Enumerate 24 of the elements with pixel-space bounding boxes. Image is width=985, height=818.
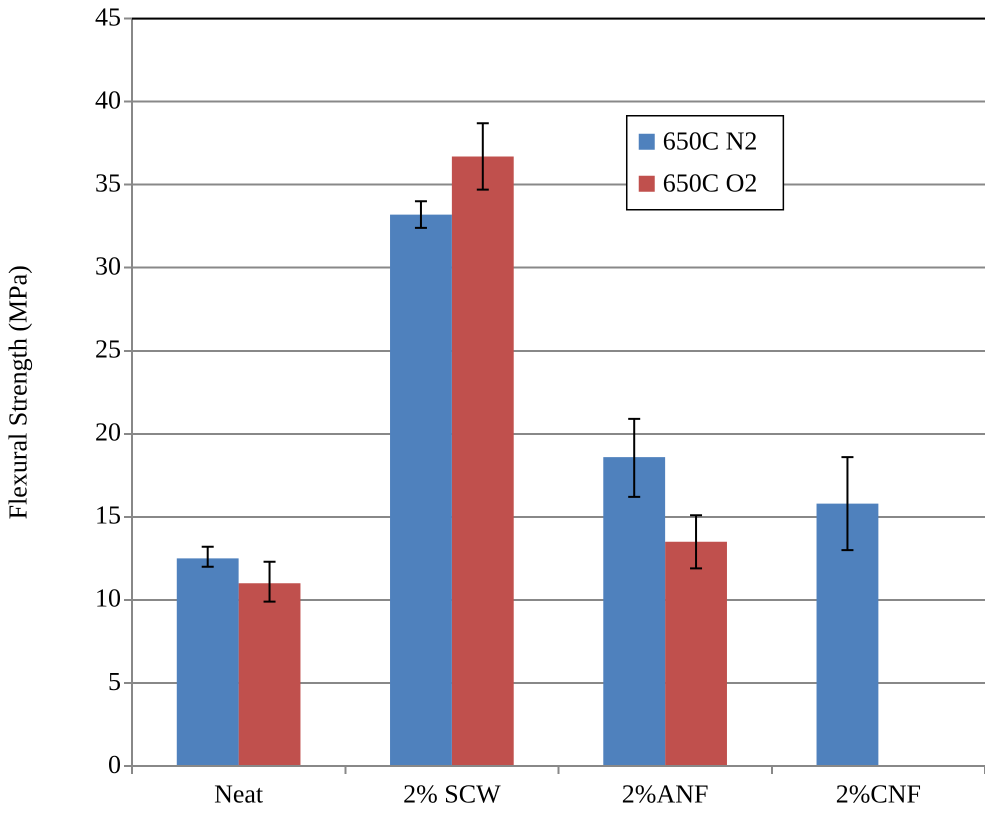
bar (452, 156, 514, 765)
legend-label: 650C N2 (662, 126, 758, 156)
bar (603, 457, 666, 765)
bar (176, 558, 239, 765)
bar (390, 214, 452, 765)
y-tick-label: 5 (108, 666, 121, 696)
y-tick-label: 45 (95, 2, 121, 32)
legend-label: 650C O2 (662, 168, 758, 198)
x-tick-label: 2%CNF (836, 779, 921, 808)
y-tick-label: 15 (95, 500, 121, 530)
x-tick-label: 2%ANF (622, 779, 708, 808)
y-tick-label: 40 (95, 85, 121, 114)
bar (238, 583, 300, 765)
x-tick-label: Neat (214, 779, 264, 808)
y-tick-label: 30 (95, 252, 121, 281)
y-tick-label: 20 (95, 418, 121, 447)
bar (665, 542, 727, 765)
y-tick-label: 10 (95, 584, 121, 613)
y-tick-label: 25 (95, 334, 121, 364)
y-axis-title: Flexural Strength (MPa) (3, 265, 32, 520)
x-tick-label: 2% SCW (403, 779, 502, 808)
y-tick-label: 35 (95, 168, 121, 198)
y-tick-label: 0 (108, 750, 121, 779)
bar (816, 504, 878, 765)
